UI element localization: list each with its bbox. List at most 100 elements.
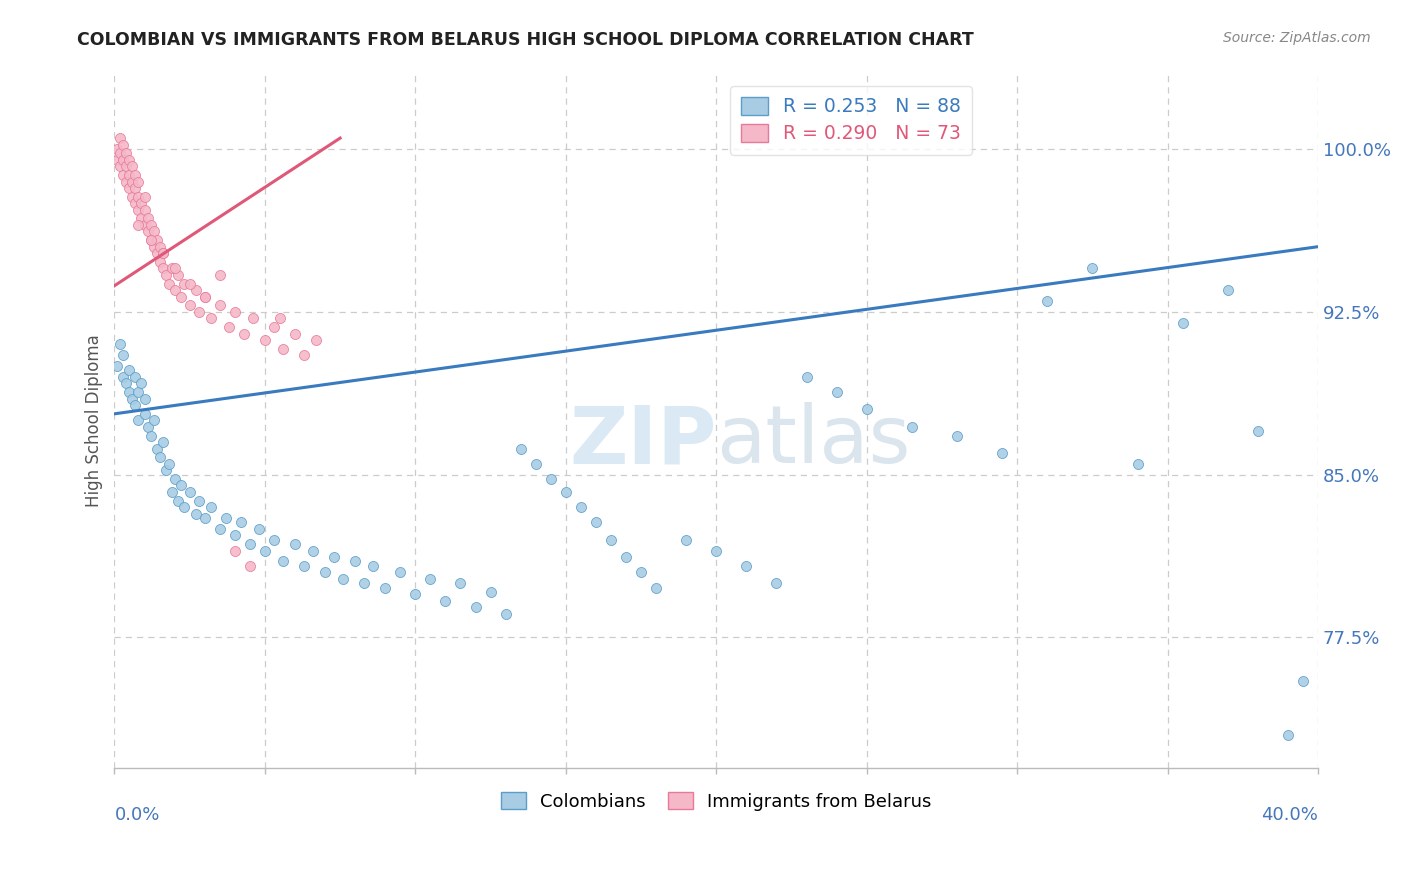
Point [184, 283, 207, 297]
Point [124, 168, 146, 182]
Point [157, 457, 180, 471]
Point [1036, 293, 1059, 308]
Point [1081, 261, 1104, 276]
Point [1126, 457, 1149, 471]
Point [419, 572, 441, 586]
Point [148, 255, 170, 269]
Point [134, 202, 156, 217]
Point [127, 190, 149, 204]
Point [247, 522, 270, 536]
Point [825, 385, 848, 400]
Point [242, 311, 264, 326]
Point [112, 168, 135, 182]
Point [124, 370, 146, 384]
Point [134, 190, 156, 204]
Point [232, 326, 254, 341]
Text: Source: ZipAtlas.com: Source: ZipAtlas.com [1223, 31, 1371, 45]
Point [1247, 424, 1270, 438]
Point [107, 359, 129, 373]
Point [136, 211, 159, 226]
Point [224, 543, 246, 558]
Point [160, 485, 183, 500]
Point [166, 493, 188, 508]
Point [112, 153, 135, 167]
Text: 0.0%: 0.0% [114, 805, 160, 824]
Point [194, 290, 217, 304]
Point [600, 533, 623, 547]
Point [208, 522, 231, 536]
Point [796, 370, 818, 384]
Point [115, 159, 138, 173]
Point [127, 385, 149, 400]
Point [134, 392, 156, 406]
Point [139, 218, 162, 232]
Point [121, 159, 143, 173]
Point [569, 500, 592, 515]
Point [139, 233, 162, 247]
Point [194, 511, 217, 525]
Point [127, 175, 149, 189]
Point [253, 543, 276, 558]
Point [735, 558, 758, 573]
Point [127, 413, 149, 427]
Point [292, 558, 315, 573]
Point [145, 246, 167, 260]
Point [554, 485, 576, 500]
Point [160, 261, 183, 276]
Point [208, 268, 231, 282]
Point [464, 600, 486, 615]
Point [118, 363, 141, 377]
Point [765, 576, 787, 591]
Point [509, 442, 531, 456]
Point [127, 218, 149, 232]
Point [118, 153, 141, 167]
Point [229, 516, 252, 530]
Point [112, 137, 135, 152]
Y-axis label: High School Diploma: High School Diploma [86, 334, 103, 507]
Point [118, 181, 141, 195]
Point [200, 500, 222, 515]
Point [124, 181, 146, 195]
Point [1171, 316, 1194, 330]
Point [353, 576, 375, 591]
Point [284, 537, 307, 551]
Point [152, 435, 174, 450]
Point [208, 298, 231, 312]
Point [389, 566, 412, 580]
Point [139, 233, 162, 247]
Point [187, 493, 209, 508]
Point [479, 585, 502, 599]
Text: COLOMBIAN VS IMMIGRANTS FROM BELARUS HIGH SCHOOL DIPLOMA CORRELATION CHART: COLOMBIAN VS IMMIGRANTS FROM BELARUS HIG… [77, 31, 974, 49]
Point [1292, 673, 1315, 688]
Point [284, 326, 307, 341]
Point [134, 407, 156, 421]
Point [136, 420, 159, 434]
Point [112, 348, 135, 362]
Point [946, 428, 969, 442]
Point [131, 196, 153, 211]
Point [450, 576, 472, 591]
Point [344, 554, 367, 568]
Point [152, 261, 174, 276]
Point [142, 413, 165, 427]
Point [152, 246, 174, 260]
Point [110, 131, 132, 145]
Point [645, 581, 668, 595]
Text: atlas: atlas [716, 402, 911, 480]
Point [169, 290, 191, 304]
Point [173, 277, 195, 291]
Point [121, 175, 143, 189]
Point [127, 202, 149, 217]
Point [107, 153, 129, 167]
Point [224, 305, 246, 319]
Point [139, 428, 162, 442]
Point [152, 246, 174, 260]
Point [434, 593, 457, 607]
Point [145, 442, 167, 456]
Point [269, 311, 291, 326]
Point [224, 528, 246, 542]
Point [155, 268, 177, 282]
Point [495, 607, 517, 621]
Point [332, 572, 354, 586]
Point [134, 218, 156, 232]
